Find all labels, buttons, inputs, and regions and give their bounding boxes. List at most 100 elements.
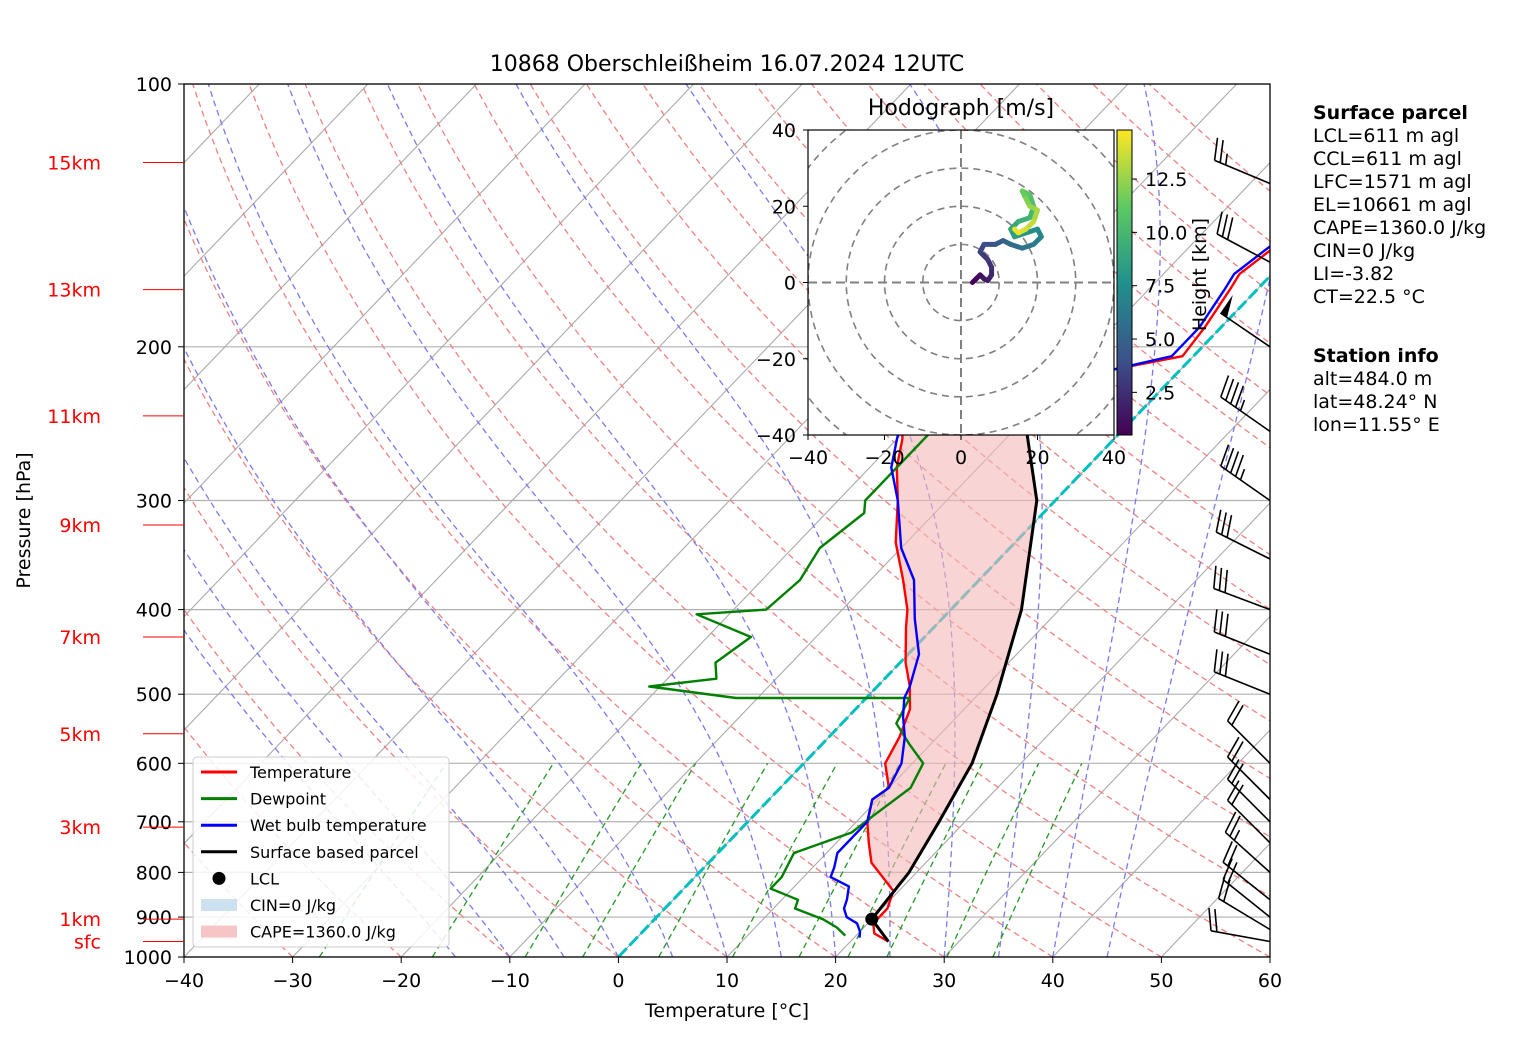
dry-adiabat: [184, 357, 728, 957]
mixing-ratio-line: [582, 762, 697, 957]
hodograph-y-tick-label: 20: [772, 196, 796, 218]
x-tick-label: −40: [164, 970, 204, 992]
isotherm-line: [184, 84, 586, 504]
legend-label: CIN=0 J/kg: [250, 896, 336, 915]
wind-barb: [1213, 137, 1271, 185]
x-tick-label: 30: [932, 970, 956, 992]
wind-barb-staff: [1222, 841, 1271, 901]
wind-barb: [1216, 211, 1271, 263]
legend-swatch: [201, 925, 237, 938]
isotherm-line: [1052, 729, 1270, 957]
wind-barb-staff: [1226, 736, 1271, 801]
mixing-ratio-line: [886, 763, 983, 957]
hodograph-title: Hodograph [m/s]: [868, 96, 1054, 121]
dry-adiabat: [192, 84, 945, 957]
wind-barb-staff: [1222, 858, 1271, 918]
station-info-title: Station info: [1313, 345, 1439, 367]
isotherm-line: [184, 84, 695, 618]
x-tick-label: 40: [1041, 970, 1065, 992]
isotherm-line: [184, 84, 369, 277]
wind-barb-staff: [1213, 609, 1271, 656]
wind-barb: [1213, 649, 1271, 695]
wind-barb-staff: [1220, 375, 1271, 433]
wind-barb: [1224, 811, 1271, 873]
lfc-value: LFC=1571 m agl: [1313, 171, 1472, 193]
y-tick-label: 300: [136, 491, 172, 513]
legend-label: CAPE=1360.0 J/kg: [250, 923, 396, 942]
wind-barb-staff: [1215, 509, 1271, 560]
x-tick-label: 50: [1149, 970, 1173, 992]
y-tick-label: 800: [136, 862, 172, 884]
x-tick-label: 60: [1258, 970, 1282, 992]
wind-barb: [1208, 908, 1271, 943]
x-tick-label: 10: [715, 970, 739, 992]
dry-adiabat: [248, 84, 1054, 957]
wind-barb: [1226, 700, 1271, 764]
li-value: LI=-3.82: [1313, 263, 1395, 285]
hodograph-colorbar: [1116, 129, 1133, 436]
isotherm-line: [835, 502, 1270, 957]
wind-barb: [1222, 858, 1271, 918]
wind-barb-staff: [1208, 908, 1271, 943]
isotherm-line: [943, 615, 1270, 957]
x-tick-label: −30: [273, 970, 313, 992]
legend-label: Dewpoint: [250, 790, 326, 809]
hodograph-plot: [808, 130, 1114, 435]
wind-barb: [1213, 609, 1271, 656]
wind-barb-staff: [1217, 876, 1271, 931]
hodograph-y-tick-label: −20: [756, 349, 796, 371]
dry-adiabat: [810, 84, 1270, 502]
height-label: 5km: [59, 724, 101, 746]
moist-adiabat: [386, 84, 837, 957]
wind-barb-staff: [1213, 649, 1271, 695]
lcl-marker: [865, 912, 879, 926]
y-tick-label: 700: [136, 812, 172, 834]
series-temperature: [866, 249, 1270, 943]
height-label: 1km: [59, 909, 101, 931]
wind-barb-staff: [1220, 444, 1271, 502]
hodograph-segment: [1012, 226, 1021, 236]
wind-barb: [1217, 876, 1271, 931]
y-tick-label: 400: [136, 600, 172, 622]
station-alt: alt=484.0 m: [1313, 368, 1433, 390]
x-tick-label: −20: [381, 970, 421, 992]
hodograph-y-tick-label: 40: [772, 120, 796, 142]
moist-adiabat: [1106, 275, 1270, 957]
hodograph-y-tick-label: −40: [756, 425, 796, 447]
legend-label: Wet bulb temperature: [250, 816, 427, 835]
colorbar-tick-label: 5.0: [1145, 329, 1175, 351]
dry-adiabat: [417, 84, 1270, 898]
chart-title: 10868 Oberschleißheim 16.07.2024 12UTC: [490, 52, 965, 77]
colorbar-tick-label: 10.0: [1145, 222, 1187, 244]
surface-parcel-panel: Surface parcel LCL=611 m agl CCL=611 m a…: [1313, 102, 1486, 309]
wind-barb-staff: [1226, 700, 1271, 764]
legend-box: [192, 756, 450, 948]
height-label: 9km: [59, 515, 101, 537]
wind-barb: [1220, 375, 1271, 433]
y-tick-label: 1000: [124, 947, 172, 969]
height-label: 3km: [59, 817, 101, 839]
lcl-value: LCL=611 m agl: [1313, 125, 1460, 147]
station-lat: lat=48.24° N: [1313, 391, 1438, 413]
isotherm-line: [726, 388, 1270, 957]
mixing-ratio-line: [658, 762, 769, 957]
el-value: EL=10661 m agl: [1313, 194, 1472, 216]
wind-barb-staff: [1213, 565, 1271, 611]
wind-barb-staff: [1213, 137, 1271, 185]
isotherm-line: [184, 84, 803, 731]
wind-barb: [1220, 444, 1271, 502]
hodograph-ring: [921, 243, 1001, 322]
hodograph-x-tick-label: 40: [1102, 447, 1126, 469]
legend-label: Temperature: [249, 763, 351, 782]
y-tick-label: 200: [136, 337, 172, 359]
dry-adiabat: [360, 84, 1270, 957]
cape-value: CAPE=1360.0 J/kg: [1313, 217, 1487, 239]
hodograph-y-tick-label: 0: [784, 273, 796, 295]
wind-barb-staff: [1219, 312, 1271, 348]
moist-adiabat: [184, 346, 619, 957]
hodograph-x-tick-label: −20: [864, 447, 904, 469]
legend-swatch: [212, 871, 226, 885]
ccl-value: CCL=611 m agl: [1313, 148, 1462, 170]
moist-adiabat: [207, 84, 728, 957]
dry-adiabat: [304, 84, 1162, 957]
